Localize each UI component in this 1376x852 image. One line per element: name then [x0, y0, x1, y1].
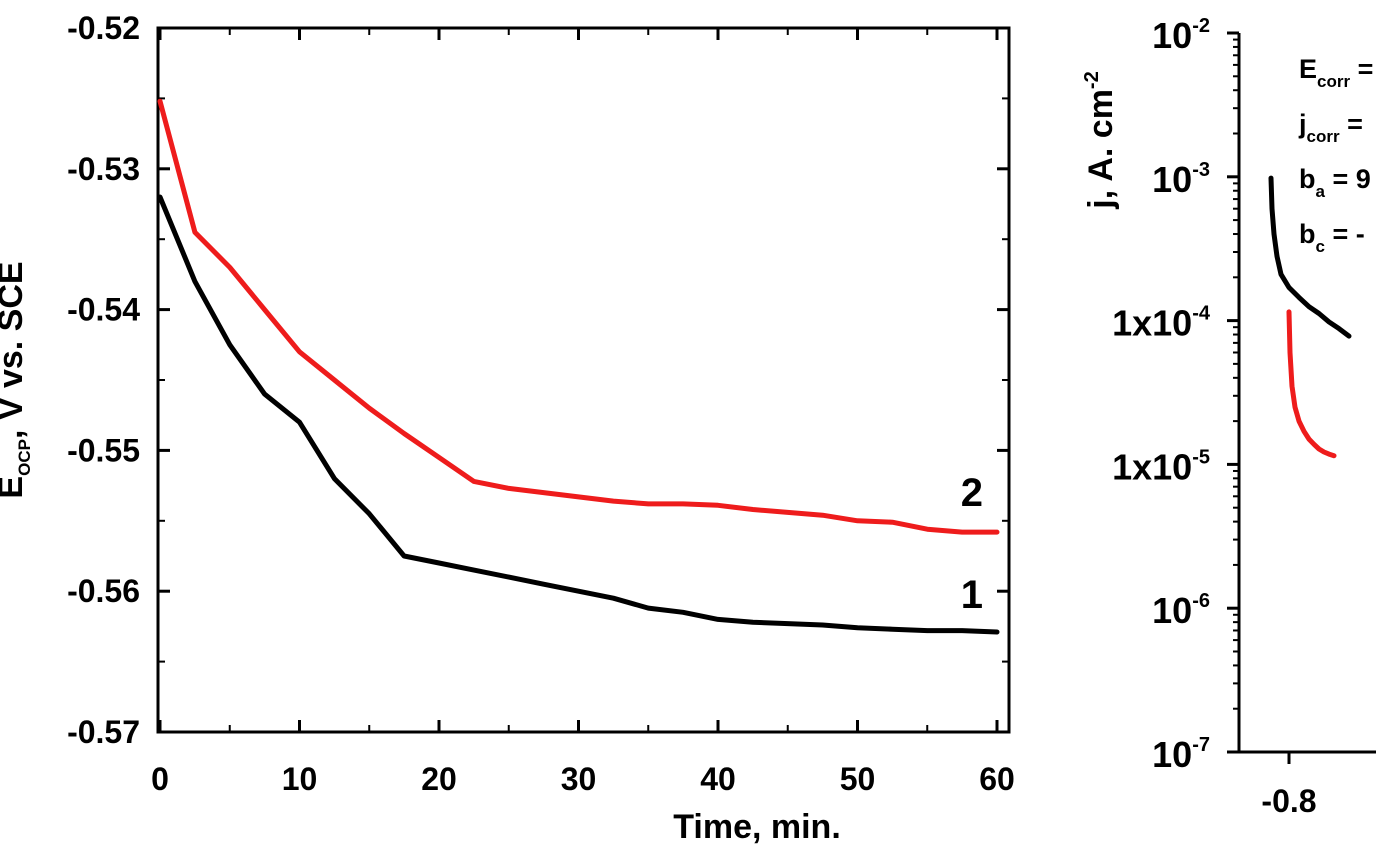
right-x-tick-label: -0.8	[1261, 783, 1316, 819]
right-y-tick-label: 10-7	[1152, 734, 1210, 775]
right-y-tick-label: 10-6	[1152, 590, 1210, 631]
right-y-tick-label: 1x10-4	[1112, 303, 1211, 344]
right-series-0-line	[1268, 175, 1352, 339]
left-x-tick-label: 10	[282, 761, 318, 797]
left-x-axis-title: Time, min.	[673, 808, 841, 846]
left-series-2-line	[157, 98, 1000, 535]
right-annotations: Ecorr = jcorr = ba = 9 bc = -	[1298, 54, 1373, 256]
left-y-tick-label: -0.56	[67, 573, 140, 609]
left-y-tick-label: -0.52	[67, 10, 140, 46]
right-annotation: ba = 9	[1299, 164, 1371, 201]
left-y-axis-title: EOCP, V vs. SCE	[0, 261, 34, 498]
left-x-tick-label: 40	[700, 761, 736, 797]
left-y-tick-label: -0.54	[67, 292, 140, 328]
left-series-1-line	[157, 194, 1000, 635]
series-label-1: 1	[961, 573, 983, 617]
left-y-tick-label: -0.57	[67, 714, 140, 750]
right-y-ticks: 10-2 10-3 1x10-4 1x10-5 10-6 10-7	[1112, 15, 1239, 775]
polarization-chart: 10-2 10-3 1x10-4 1x10-5 10-6 10-7 -0.8 j, A. …	[1081, 15, 1376, 819]
left-x-tick-label: 0	[151, 761, 169, 797]
right-annotation: bc = -	[1299, 219, 1365, 256]
right-minor-ticks	[1233, 38, 1239, 710]
right-y-tick-label: 1x10-5	[1112, 446, 1210, 487]
left-y-tick-label: -0.55	[67, 432, 140, 468]
right-series-1-line	[1286, 309, 1337, 459]
series-label-2: 2	[961, 471, 983, 515]
left-series-group	[157, 98, 1000, 635]
right-annotation: jcorr =	[1298, 109, 1363, 146]
left-x-tick-label: 30	[561, 761, 597, 797]
left-y-ticks: -0.57 -0.56 -0.55 -0.54 -0.53 -0.52	[67, 10, 1009, 750]
right-y-axis-title: j, A. cm-2	[1081, 71, 1120, 209]
right-series-group	[1268, 175, 1352, 459]
left-x-tick-label: 60	[979, 761, 1015, 797]
right-annotation: Ecorr =	[1299, 54, 1373, 91]
ocp-chart: 0 10 20 30 40 50 60 -0.57-0.56-0.55-0.54-0.53-…	[0, 10, 1015, 846]
left-y-tick-label: -0.53	[67, 151, 140, 187]
left-x-tick-label: 20	[421, 761, 457, 797]
right-y-tick-label: 10-3	[1152, 159, 1210, 200]
left-x-tick-label: 50	[840, 761, 876, 797]
left-x-ticks: 0 10 20 30 40 50 60	[151, 28, 1015, 797]
right-y-tick-label: 10-2	[1152, 15, 1210, 56]
